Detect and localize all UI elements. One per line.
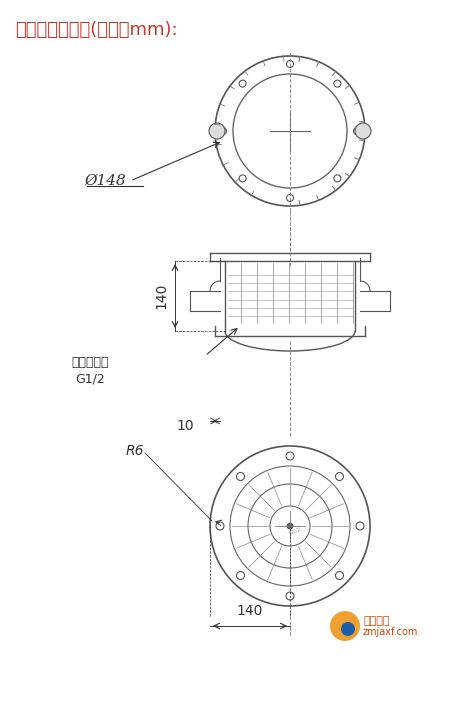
Text: 140: 140 [154,283,168,309]
Text: 智淼消防: 智淼消防 [363,616,390,626]
Text: 引入口规格
G1/2: 引入口规格 G1/2 [71,356,109,386]
Circle shape [330,611,360,641]
Text: 10: 10 [176,419,194,433]
Text: G1/2: G1/2 [288,526,302,536]
Text: R6: R6 [126,444,144,458]
Circle shape [209,123,225,139]
Text: zmjaxf.com: zmjaxf.com [363,627,418,637]
Circle shape [355,123,371,139]
Text: 140: 140 [237,604,263,618]
Text: Ø148: Ø148 [84,174,126,188]
Text: 灯具外形和尺寸(单位：mm):: 灯具外形和尺寸(单位：mm): [15,21,178,39]
Circle shape [341,622,355,636]
Circle shape [287,523,293,529]
